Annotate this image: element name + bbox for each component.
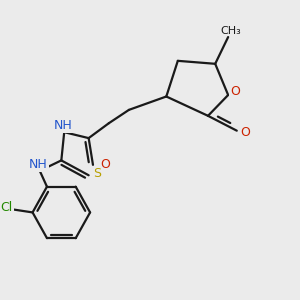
Text: NH: NH: [29, 158, 48, 171]
Text: O: O: [241, 126, 250, 139]
Text: Cl: Cl: [1, 201, 13, 214]
Text: O: O: [230, 85, 240, 98]
Text: CH₃: CH₃: [220, 26, 241, 35]
Text: S: S: [93, 167, 101, 180]
Text: O: O: [100, 158, 110, 171]
Text: NH: NH: [53, 119, 72, 132]
